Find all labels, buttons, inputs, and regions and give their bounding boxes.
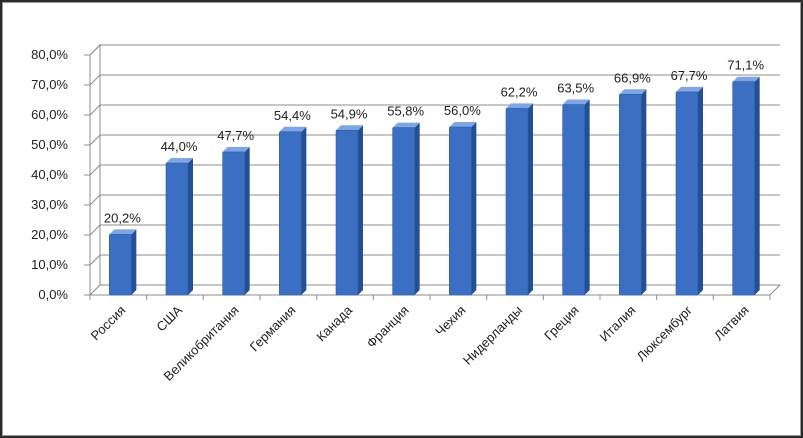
bar — [449, 122, 477, 296]
data-label: 67,7% — [671, 68, 708, 83]
bar-side — [131, 229, 137, 295]
bar-side — [698, 86, 703, 296]
gridline — [89, 74, 780, 86]
bar-front — [335, 130, 359, 296]
x-category-label: Нидерланды — [460, 303, 525, 368]
gridline — [89, 254, 780, 266]
y-tick-label: 20,0% — [31, 227, 68, 242]
data-label: 20,2% — [104, 210, 141, 225]
y-tick-label: 60,0% — [31, 107, 68, 122]
gridline — [89, 134, 780, 146]
bar — [505, 103, 533, 296]
bar-front — [505, 108, 529, 296]
bar — [279, 126, 307, 296]
data-label: 55,8% — [387, 104, 424, 119]
y-tick-label: 70,0% — [31, 77, 68, 92]
x-category-label: Греция — [541, 303, 582, 344]
bar-side — [414, 122, 420, 295]
bar-top — [166, 158, 193, 163]
data-label: 44,0% — [161, 139, 198, 154]
x-category-label: Франция — [364, 303, 412, 351]
data-label: 47,7% — [217, 128, 254, 143]
bar-top — [109, 229, 137, 235]
data-label: 54,9% — [331, 106, 368, 121]
gridline — [89, 164, 780, 176]
x-category-label: Германия — [247, 303, 299, 355]
bar-side — [471, 122, 477, 295]
y-tick-label: 50,0% — [31, 137, 68, 152]
bar-top — [506, 103, 533, 109]
x-category-label: Италия — [597, 303, 639, 345]
bar — [619, 89, 647, 296]
bar — [109, 229, 137, 296]
bar-front — [392, 127, 415, 296]
data-label: 66,9% — [614, 70, 651, 85]
y-tick-label: 10,0% — [31, 257, 68, 272]
bar-top — [279, 126, 307, 132]
bar-side — [358, 125, 363, 295]
bar — [675, 86, 703, 296]
bar-side — [244, 146, 250, 295]
data-label: 63,5% — [557, 81, 594, 96]
bar-top — [336, 125, 363, 131]
bar-front — [222, 151, 245, 296]
y-tick-label: 0,0% — [38, 287, 68, 302]
bar-side — [301, 126, 307, 295]
bar-front — [619, 94, 642, 296]
bars: 20,2%Россия44,0%США47,7%Великобритания54… — [88, 58, 765, 384]
data-label: 62,2% — [501, 84, 538, 99]
bar-top — [732, 76, 760, 82]
gridline — [89, 44, 780, 56]
gridline — [89, 224, 780, 236]
bar-front — [109, 234, 132, 296]
bar-top — [222, 146, 250, 152]
gridline — [89, 194, 780, 206]
x-category-label: Чехия — [432, 303, 468, 339]
data-label: 71,1% — [727, 58, 764, 73]
x-category-label: Латвия — [711, 303, 752, 344]
x-category-label: Люксембург — [634, 302, 696, 364]
bar-top — [392, 122, 420, 128]
x-category-label: Россия — [88, 303, 129, 344]
x-category-label: США — [153, 302, 185, 334]
bar-front — [675, 91, 699, 296]
bar-top — [619, 89, 647, 95]
bar — [165, 158, 193, 296]
bar-side — [584, 99, 590, 295]
bar-top — [449, 122, 477, 127]
data-label: 54,4% — [274, 108, 311, 123]
bar-front — [449, 126, 472, 296]
bar-side — [754, 76, 760, 295]
y-tick-label: 80,0% — [31, 47, 68, 62]
bar-side — [528, 103, 533, 296]
y-tick-label: 30,0% — [31, 197, 68, 212]
y-tick-label: 40,0% — [31, 167, 68, 182]
bar — [562, 99, 590, 296]
bar — [732, 76, 760, 296]
bar-front — [165, 162, 189, 296]
bar-side — [641, 89, 647, 295]
bar-front — [279, 131, 302, 296]
bar-side — [188, 158, 193, 295]
bar-top — [676, 86, 703, 92]
gridline — [89, 104, 780, 116]
x-category-label: Канада — [313, 302, 355, 344]
plot-area: 0,0% 10,0% 20,0% 30,0% 40,0% 50,0% 60,0% 70,0% 8… — [31, 43, 782, 302]
bar — [222, 146, 250, 296]
bar-front — [732, 81, 755, 296]
bar-top — [562, 99, 590, 105]
bar — [335, 125, 363, 296]
data-label: 56,0% — [444, 103, 481, 118]
bar — [392, 122, 420, 296]
bar-front — [562, 104, 585, 296]
